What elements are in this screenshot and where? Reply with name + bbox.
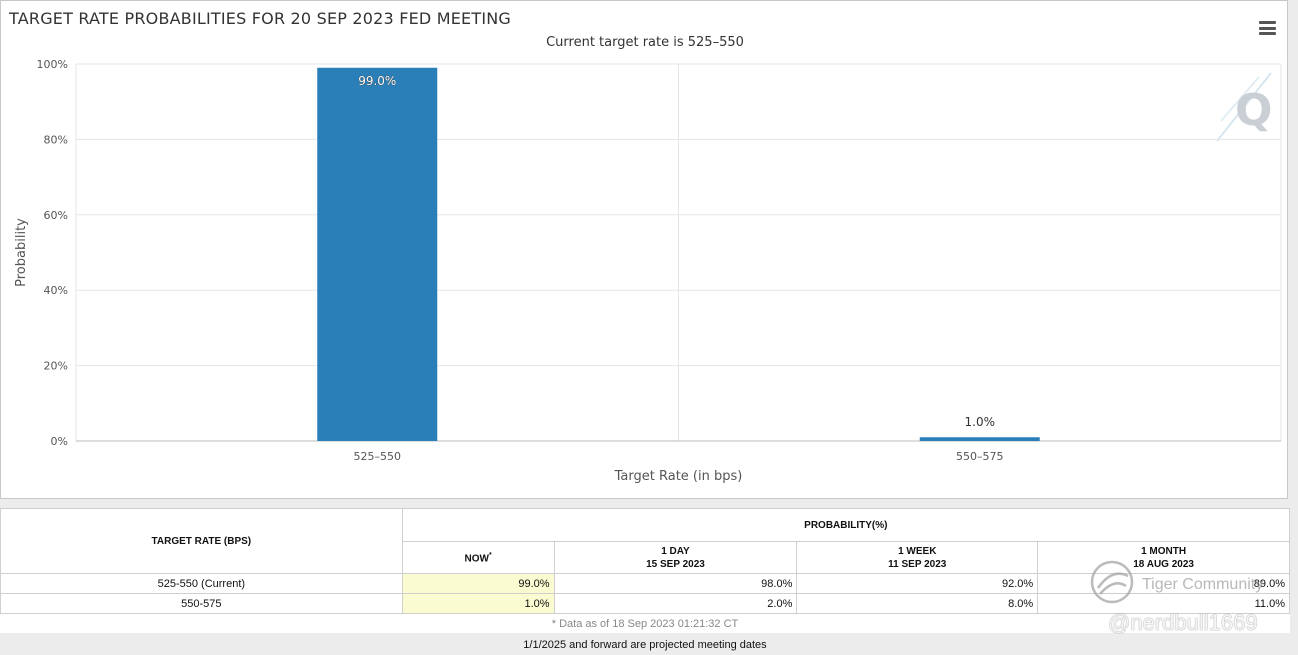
row-now: 1.0% [401, 593, 555, 614]
y-tick-label: 40% [44, 284, 68, 297]
data-label: 1.0% [965, 415, 996, 429]
chart-title: TARGET RATE PROBABILITIES FOR 20 SEP 202… [9, 9, 512, 28]
x-tick-label: 525–550 [354, 450, 402, 463]
header-probability: PROBABILITY(%) [401, 508, 1291, 542]
row-1-month: 89.0% [1037, 573, 1290, 594]
chart-subtitle: Current target rate is 525–550 [546, 35, 744, 50]
row-1-week: 8.0% [796, 593, 1039, 614]
header-1-day: 1 DAY 15 SEP 2023 [553, 541, 798, 574]
bar-chart: 0% 20% 40% 60% 80% 100% 99.0% 525–550 1.0% 550–57… [14, 58, 1282, 484]
y-tick-label: 80% [44, 133, 68, 146]
table-row: 550-575 1.0% 2.0% 8.0% 11.0% [0, 593, 1290, 614]
x-axis-title: Target Rate (in bps) [614, 469, 743, 484]
q-logo-icon: Q [1216, 72, 1272, 142]
y-tick-label: 100% [37, 58, 68, 71]
x-tick-label: 550–575 [956, 450, 1004, 463]
svg-text:Q: Q [1235, 85, 1272, 136]
bar [919, 437, 1040, 441]
row-now: 99.0% [401, 573, 555, 594]
row-rate: 525-550 (Current) [0, 573, 403, 594]
data-label: 99.0% [358, 74, 396, 88]
hamburger-menu-icon[interactable] [1259, 21, 1276, 35]
y-tick-label: 20% [44, 360, 68, 373]
row-1-day: 2.0% [553, 593, 798, 614]
header-1-month: 1 MONTH 18 AUG 2023 [1037, 541, 1290, 574]
row-1-week: 92.0% [796, 573, 1039, 594]
y-tick-label: 60% [44, 209, 68, 222]
y-tick-label: 0% [51, 435, 68, 448]
header-1-week: 1 WEEK 11 SEP 2023 [796, 541, 1039, 574]
table-footnote: * Data as of 18 Sep 2023 01:21:32 CT [551, 617, 739, 630]
header-now: NOW* [401, 541, 555, 574]
table-row: 525-550 (Current) 99.0% 98.0% 92.0% 89.0… [0, 573, 1290, 594]
row-1-day: 98.0% [553, 573, 798, 594]
row-rate: 550-575 [0, 593, 403, 614]
row-1-month: 11.0% [1037, 593, 1290, 614]
projected-dates-note: 1/1/2025 and forward are projected meeti… [523, 639, 767, 651]
bar [317, 67, 438, 442]
probability-table: TARGET RATE (BPS) PROBABILITY(%) NOW* 1 … [0, 508, 1291, 633]
y-axis-title: Probability [14, 218, 29, 287]
header-target-rate: TARGET RATE (BPS) [0, 508, 403, 574]
chart-card: TARGET RATE PROBABILITIES FOR 20 SEP 202… [0, 0, 1288, 499]
